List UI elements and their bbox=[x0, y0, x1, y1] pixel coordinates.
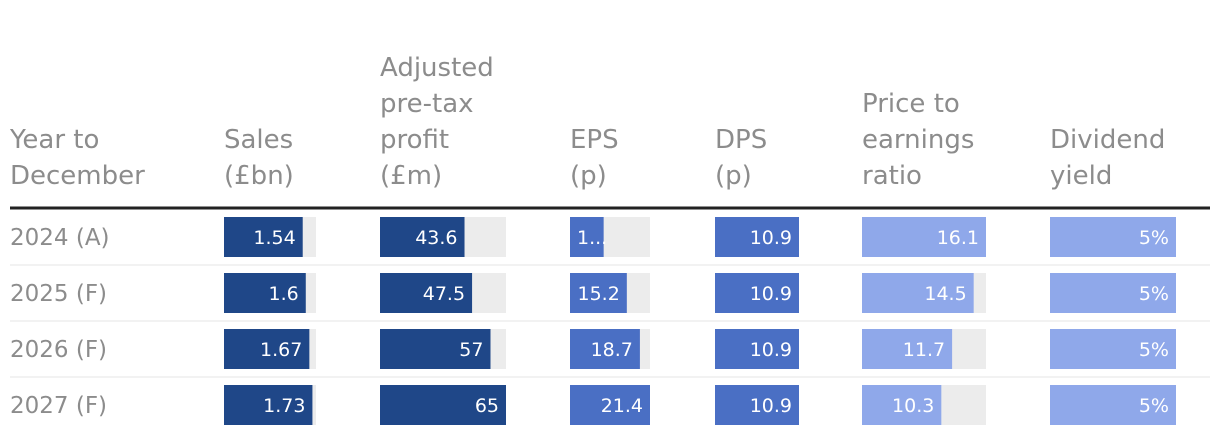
data-label-pretax: 65 bbox=[475, 395, 499, 417]
header-pe-line: earnings bbox=[862, 125, 974, 155]
bar-eps bbox=[570, 329, 640, 369]
data-label-eps: 18.7 bbox=[591, 339, 633, 361]
data-label-sales: 1.54 bbox=[253, 227, 295, 249]
data-label-sales: 1.73 bbox=[263, 395, 305, 417]
bar-pretax bbox=[380, 217, 465, 257]
data-label-pe: 14.5 bbox=[924, 283, 966, 305]
data-label-dps: 10.9 bbox=[750, 283, 792, 305]
data-label-dps: 10.9 bbox=[750, 339, 792, 361]
header-sales: Sales (£bn) bbox=[224, 125, 294, 191]
bar-eps bbox=[570, 217, 604, 257]
header-yield: Dividend yield bbox=[1050, 125, 1165, 191]
bar-dps bbox=[715, 273, 799, 313]
header-sales-line: (£bn) bbox=[224, 161, 294, 191]
data-label-dps: 10.9 bbox=[750, 395, 792, 417]
data-label-pretax: 57 bbox=[459, 339, 483, 361]
header-eps-line: EPS bbox=[570, 125, 619, 155]
row-label-year: 2024 (A) bbox=[10, 225, 110, 251]
data-label-yield: 5% bbox=[1139, 395, 1169, 417]
table-rows: 2024 (A) 1.54 43.6 1... 10.9 16.1 5% 2025 (F) 1.… bbox=[10, 217, 1210, 425]
header-eps-line: (p) bbox=[570, 161, 607, 191]
bar-dps bbox=[715, 329, 799, 369]
header-pretax-line: (£m) bbox=[380, 161, 442, 191]
data-label-eps: 1... bbox=[577, 227, 607, 249]
data-label-yield: 5% bbox=[1139, 227, 1169, 249]
header-year: Year to December bbox=[9, 125, 145, 191]
header-pretax-line: profit bbox=[380, 125, 449, 155]
header-pe: Price to earnings ratio bbox=[862, 89, 974, 191]
data-label-dps: 10.9 bbox=[750, 227, 792, 249]
row-label-year: 2027 (F) bbox=[10, 393, 107, 419]
header-dps: DPS (p) bbox=[715, 125, 767, 191]
column-headers: Year to December Sales (£bn) Adjusted pre-tax… bbox=[9, 53, 1165, 191]
data-label-sales: 1.6 bbox=[269, 283, 299, 305]
header-dps-line: (p) bbox=[715, 161, 752, 191]
header-pe-line: Price to bbox=[862, 89, 960, 119]
bar-dps bbox=[715, 385, 799, 425]
data-label-pretax: 47.5 bbox=[423, 283, 465, 305]
bar-yield bbox=[1050, 329, 1176, 369]
bar-pe bbox=[862, 273, 974, 313]
header-eps: EPS (p) bbox=[570, 125, 619, 191]
bar-dps bbox=[715, 217, 799, 257]
header-yield-line: yield bbox=[1050, 161, 1112, 191]
table-row: 2025 (F) 1.6 47.5 15.2 10.9 14.5 5% bbox=[10, 273, 1176, 313]
bar-eps bbox=[570, 385, 650, 425]
header-pretax: Adjusted pre-tax profit (£m) bbox=[380, 53, 494, 191]
data-label-sales: 1.67 bbox=[260, 339, 302, 361]
header-yield-line: Dividend bbox=[1050, 125, 1165, 155]
row-label-year: 2025 (F) bbox=[10, 281, 107, 307]
bar-pretax bbox=[380, 385, 506, 425]
bar-pe bbox=[862, 217, 986, 257]
table-row: 2024 (A) 1.54 43.6 1... 10.9 16.1 5% bbox=[10, 217, 1176, 257]
header-year-line: December bbox=[10, 161, 145, 191]
data-label-pretax: 43.6 bbox=[415, 227, 457, 249]
header-pe-line: ratio bbox=[862, 161, 922, 191]
bar-pretax bbox=[380, 273, 473, 313]
data-label-pe: 16.1 bbox=[937, 227, 979, 249]
row-label-year: 2026 (F) bbox=[10, 337, 107, 363]
bar-sales bbox=[224, 217, 303, 257]
header-pretax-line: Adjusted bbox=[380, 53, 494, 83]
data-label-yield: 5% bbox=[1139, 339, 1169, 361]
data-label-yield: 5% bbox=[1139, 283, 1169, 305]
bar-yield bbox=[1050, 273, 1176, 313]
data-label-eps: 15.2 bbox=[578, 283, 620, 305]
bar-sales bbox=[224, 273, 306, 313]
data-label-eps: 21.4 bbox=[601, 395, 643, 417]
data-label-pe: 10.3 bbox=[892, 395, 934, 417]
bar-pe bbox=[862, 329, 953, 369]
bar-sales bbox=[224, 385, 313, 425]
bar-pe bbox=[862, 385, 942, 425]
header-sales-line: Sales bbox=[224, 125, 293, 155]
table-row: 2027 (F) 1.73 65 21.4 10.9 10.3 5% bbox=[10, 385, 1176, 425]
header-pretax-line: pre-tax bbox=[380, 89, 474, 119]
bar-sales bbox=[224, 329, 310, 369]
bar-yield bbox=[1050, 385, 1176, 425]
header-dps-line: DPS bbox=[715, 125, 767, 155]
data-label-pe: 11.7 bbox=[903, 339, 945, 361]
header-year-line: Year to bbox=[9, 125, 99, 155]
table-row: 2026 (F) 1.67 57 18.7 10.9 11.7 5% bbox=[10, 329, 1176, 369]
bar-eps bbox=[570, 273, 627, 313]
bar-yield bbox=[1050, 217, 1176, 257]
bar-pretax bbox=[380, 329, 491, 369]
